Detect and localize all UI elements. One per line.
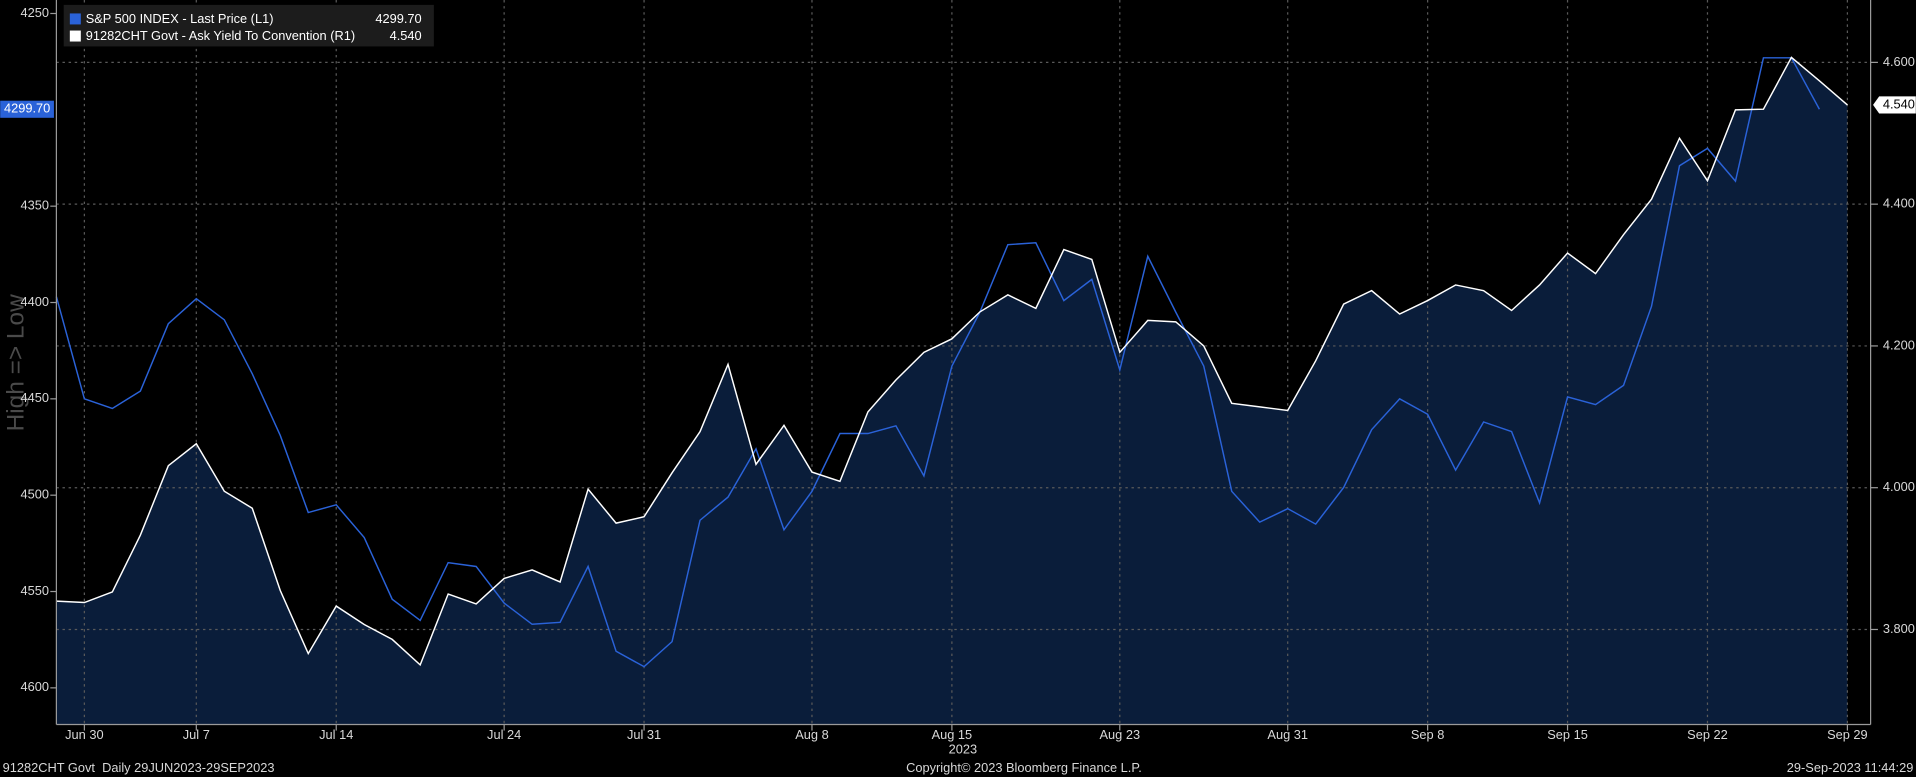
footer-center: Copyright© 2023 Bloomberg Finance L.P.	[906, 760, 1142, 775]
y-tick-label: 4450	[21, 390, 50, 405]
y-tick-label: 4600	[21, 679, 50, 694]
y-tick-label: 4350	[21, 198, 50, 213]
series-line	[55, 57, 1821, 668]
x-tick-label: Jun 30	[65, 727, 103, 742]
y-axis-label: High => Low	[3, 294, 30, 431]
last-value-label: 4.540	[1883, 96, 1915, 111]
y2-tick-label: 3.800	[1883, 621, 1915, 636]
legend-value: 4299.70	[375, 11, 421, 26]
legend-swatch	[69, 13, 81, 25]
legend: S&P 500 INDEX - Last Price (L1) 4299.70 91…	[63, 4, 434, 47]
x-tick-label: Jul 7	[183, 727, 210, 742]
x-tick-label: Sep 29	[1827, 727, 1868, 742]
x-tick-label: Jul 14	[319, 727, 353, 742]
y-tick-label: 4550	[21, 583, 50, 598]
x-tick-label: Sep 15	[1547, 727, 1588, 742]
y-tick-label: 4250	[21, 5, 50, 20]
x-tick-label: Sep 22	[1687, 727, 1728, 742]
legend-box	[63, 4, 434, 47]
y2-tick-label: 4.200	[1883, 337, 1915, 352]
x-tick-label: Aug 15	[932, 727, 973, 742]
footer-right: 29-Sep-2023 11:44:29	[1787, 760, 1914, 775]
grid-layer	[56, 0, 1871, 725]
series-line	[56, 56, 1848, 667]
last-value-tag	[1873, 96, 1916, 114]
legend-label: 91282CHT Govt - Ask Yield To Convention …	[86, 28, 355, 43]
line-layer	[55, 56, 1848, 668]
legend-label: S&P 500 INDEX - Last Price (L1)	[86, 11, 274, 26]
x-tick-label: Jul 31	[627, 727, 661, 742]
y-tick-label: 4500	[21, 487, 50, 502]
legend-value: 4.540	[390, 28, 422, 43]
last-value-label: 4299.70	[4, 101, 50, 116]
legend-swatch	[69, 30, 81, 42]
x-tick-label: Aug 31	[1267, 727, 1308, 742]
x-tick-label: Aug 23	[1099, 727, 1140, 742]
x-tick-label: Sep 8	[1411, 727, 1444, 742]
y2-tick-label: 4.400	[1883, 196, 1915, 211]
y2-tick-label: 4.000	[1883, 479, 1915, 494]
x-tick-label: Aug 8	[795, 727, 828, 742]
footer-left: 91282CHT Govt Daily 29JUN2023-29SEP2023	[3, 760, 275, 775]
y2-tick-label: 4.600	[1883, 54, 1915, 69]
y-tick-label: 4400	[21, 294, 50, 309]
x-tick-label: Jul 24	[487, 727, 521, 742]
x-axis-label: 2023	[949, 742, 978, 757]
last-value-tag	[0, 100, 54, 118]
